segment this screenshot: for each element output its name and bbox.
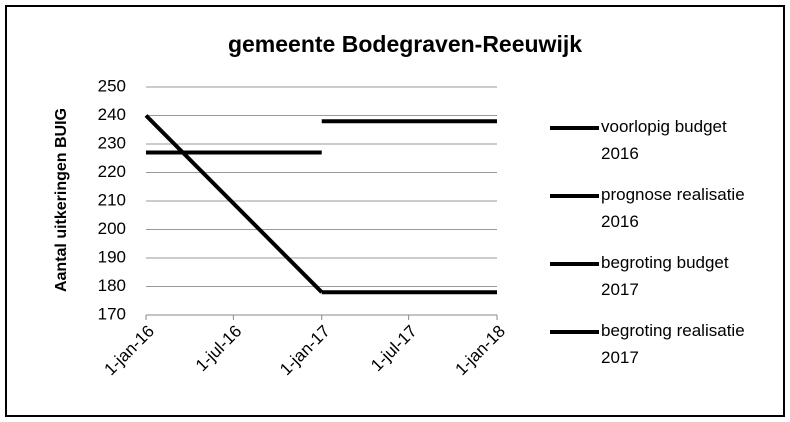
y-tick-label: 200: [98, 219, 126, 238]
y-tick-label: 250: [98, 76, 126, 95]
y-tick-label: 230: [98, 133, 126, 152]
y-axis-label: Aantal uitkeringen BUIG: [53, 108, 70, 292]
legend-label: voorlopig budget 2016: [601, 117, 731, 163]
chart-frame: [5, 5, 785, 417]
legend-label: begroting budget 2017: [601, 253, 733, 299]
y-tick-label: 190: [98, 247, 126, 266]
y-tick-label: 180: [98, 276, 126, 295]
y-tick-label: 240: [98, 105, 126, 124]
legend-label: begroting realisatie 2017: [601, 321, 749, 367]
legend-label: prognose realisatie 2016: [601, 185, 749, 231]
y-tick-label: 170: [98, 304, 126, 323]
y-tick-label: 220: [98, 162, 126, 181]
series-line: [144, 114, 324, 294]
y-tick-label: 210: [98, 190, 126, 209]
chart-title: gemeente Bodegraven-Reeuwijk: [228, 31, 582, 57]
